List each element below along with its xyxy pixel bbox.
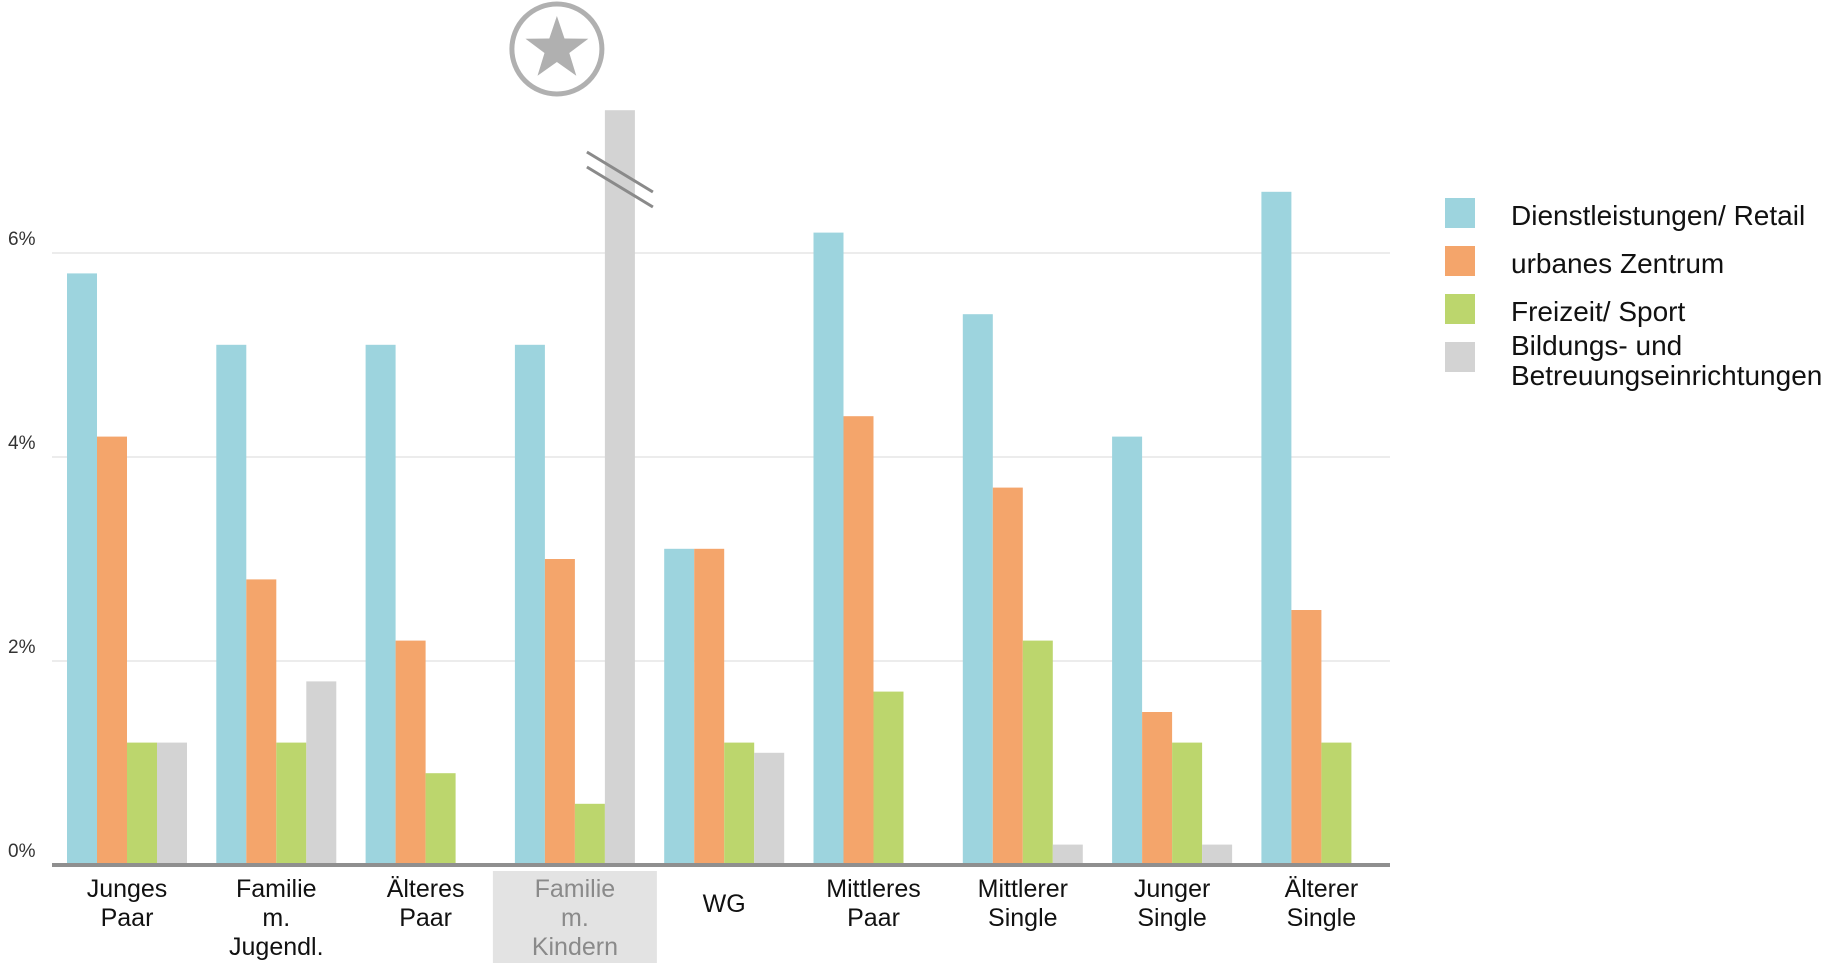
legend-swatch: [1445, 294, 1475, 324]
legend: Dienstleistungen/ Retail urbanes Zentrum F…: [1445, 198, 1822, 391]
legend-label-line: urbanes Zentrum: [1511, 248, 1724, 279]
y-tick-label: 0%: [8, 841, 36, 862]
x-category-label: Älterer Single: [1285, 875, 1359, 932]
legend-label-line: Dienstleistungen/ Retail: [1511, 200, 1805, 231]
bar: [1142, 712, 1173, 865]
x-category-label-line: Mittlerer: [978, 875, 1068, 903]
x-category-label: Älteres Paar: [387, 875, 465, 932]
y-tick-label: 4%: [8, 433, 36, 454]
x-category-label-line: Junges: [87, 875, 168, 903]
bar: [664, 548, 695, 865]
x-category-label-line: Single: [1287, 904, 1357, 932]
x-category-label-line: Kindern: [532, 933, 618, 961]
bar: [127, 742, 157, 865]
bar: [724, 742, 755, 865]
bar: [604, 110, 635, 865]
bar: [306, 681, 337, 865]
markers: [509, 1, 654, 209]
bar: [694, 548, 725, 865]
legend-item: Dienstleistungen/ Retail: [1445, 198, 1805, 231]
bar: [962, 314, 993, 865]
bar: [813, 232, 844, 866]
bar: [1202, 844, 1233, 865]
break-line: [586, 165, 654, 209]
legend-swatch: [1445, 342, 1475, 372]
x-category-label-line: Paar: [399, 904, 452, 932]
x-category-label-line: Single: [988, 904, 1058, 932]
x-category-label: Familie m. Kindern: [532, 875, 618, 961]
bar: [843, 416, 874, 865]
bar: [365, 344, 396, 865]
bar: [1321, 742, 1352, 865]
star-shape: [525, 16, 589, 76]
x-category-label-line: Paar: [847, 904, 900, 932]
legend-item: Freizeit/ Sport: [1445, 294, 1685, 327]
bar: [754, 752, 785, 865]
legend-label: urbanes Zentrum: [1511, 248, 1724, 279]
bar: [1052, 844, 1083, 865]
x-category-label: WG: [703, 890, 746, 918]
y-tick-label: 6%: [8, 229, 36, 250]
highlight-layer: [492, 871, 657, 963]
bar: [1022, 640, 1053, 865]
legend-item: urbanes Zentrum: [1445, 246, 1724, 279]
bar: [1261, 191, 1292, 866]
x-category-label: Junger Single: [1134, 875, 1210, 932]
x-category-label-line: m.: [561, 904, 589, 932]
bar: [67, 273, 97, 865]
x-category-label-line: Paar: [101, 904, 154, 932]
x-category-label: Junges Paar: [87, 875, 168, 932]
bar: [216, 344, 247, 865]
x-category-label-line: WG: [703, 890, 746, 918]
y-tick-label: 2%: [8, 637, 36, 658]
bar: [1291, 610, 1322, 865]
legend-label: Freizeit/ Sport: [1511, 296, 1685, 327]
x-category-label-line: Älteres: [387, 875, 465, 903]
x-category-label: Mittlerer Single: [978, 875, 1068, 932]
x-category-label-line: m.: [262, 904, 290, 932]
x-category-label: Mittleres Paar: [826, 875, 920, 932]
legend-swatch: [1445, 246, 1475, 276]
bar: [97, 436, 127, 865]
bar: [395, 640, 426, 865]
bar: [246, 579, 277, 865]
bar: [873, 691, 904, 865]
highlighted-category-background: [492, 871, 657, 963]
bar: [1172, 742, 1203, 865]
axis-break-icon: [586, 150, 654, 209]
legend-label: Bildungs- und Betreuungseinrichtungen: [1511, 330, 1822, 391]
bar: [514, 344, 545, 865]
x-category-label-line: Single: [1137, 904, 1207, 932]
bar: [574, 803, 605, 865]
x-category-label-line: Familie: [535, 875, 616, 903]
legend-item: Bildungs- und Betreuungseinrichtungen: [1445, 330, 1822, 391]
bar: [276, 742, 307, 865]
bar: [157, 742, 187, 865]
star-circle: [509, 1, 605, 97]
x-category-label: Familie m. Jugendl.: [229, 875, 324, 961]
y-axis-ticks: 0% 2% 4% 6%: [8, 229, 36, 862]
legend-label-line: Freizeit/ Sport: [1511, 296, 1685, 327]
legend-label-line: Bildungs- und: [1511, 330, 1682, 361]
bar: [544, 559, 575, 865]
star-icon: [509, 1, 605, 97]
x-category-label-line: Familie: [236, 875, 317, 903]
bar: [425, 773, 456, 865]
x-category-label-line: Junger: [1134, 875, 1210, 903]
legend-label-line: Betreuungseinrichtungen: [1511, 360, 1822, 391]
bar: [1112, 436, 1143, 865]
bar: [992, 487, 1023, 865]
break-line: [586, 150, 654, 194]
legend-label: Dienstleistungen/ Retail: [1511, 200, 1805, 231]
x-category-label-line: Älterer: [1285, 875, 1359, 903]
x-category-label-line: Mittleres: [826, 875, 920, 903]
legend-swatch: [1445, 198, 1475, 228]
bars: [67, 110, 1352, 866]
x-category-label-line: Jugendl.: [229, 933, 324, 961]
